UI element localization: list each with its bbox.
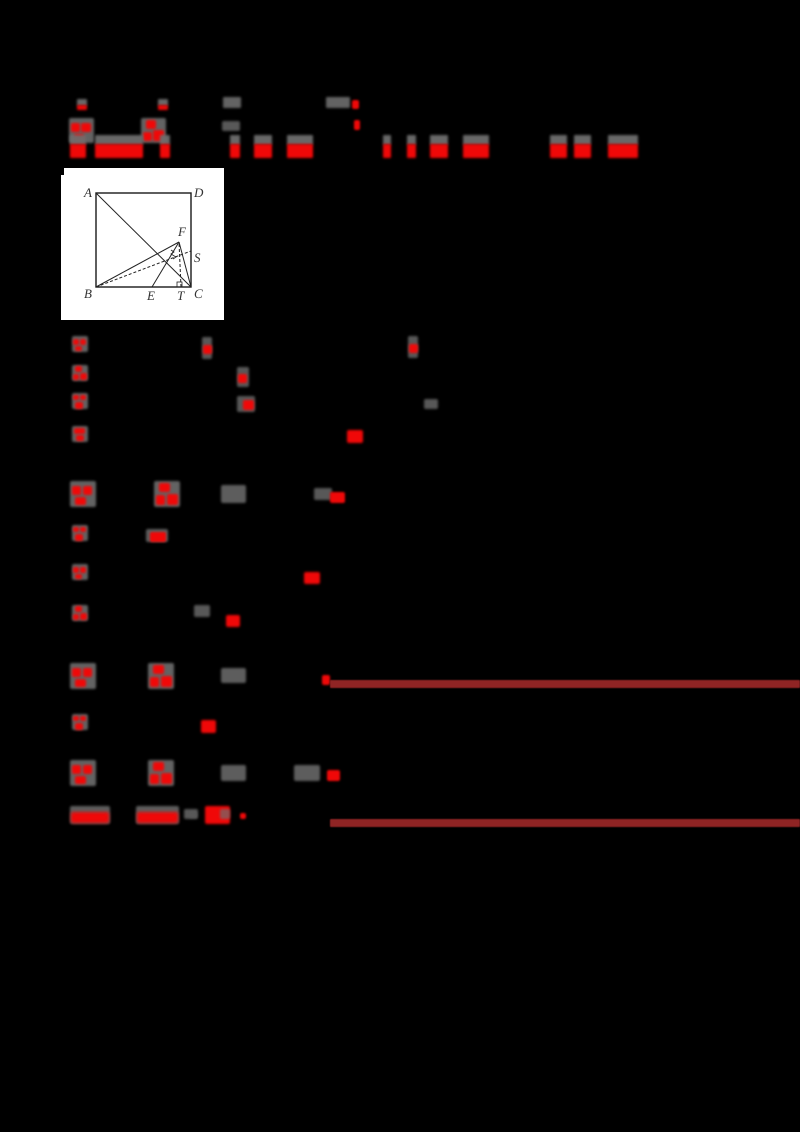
svg-text:D: D xyxy=(193,185,204,200)
svg-text:E: E xyxy=(146,288,155,303)
svg-text:C: C xyxy=(194,286,203,301)
svg-text:A: A xyxy=(83,185,92,200)
svg-text:F: F xyxy=(177,224,187,239)
svg-text:B: B xyxy=(84,286,92,301)
svg-text:S: S xyxy=(194,250,201,265)
svg-text:T: T xyxy=(177,288,185,303)
